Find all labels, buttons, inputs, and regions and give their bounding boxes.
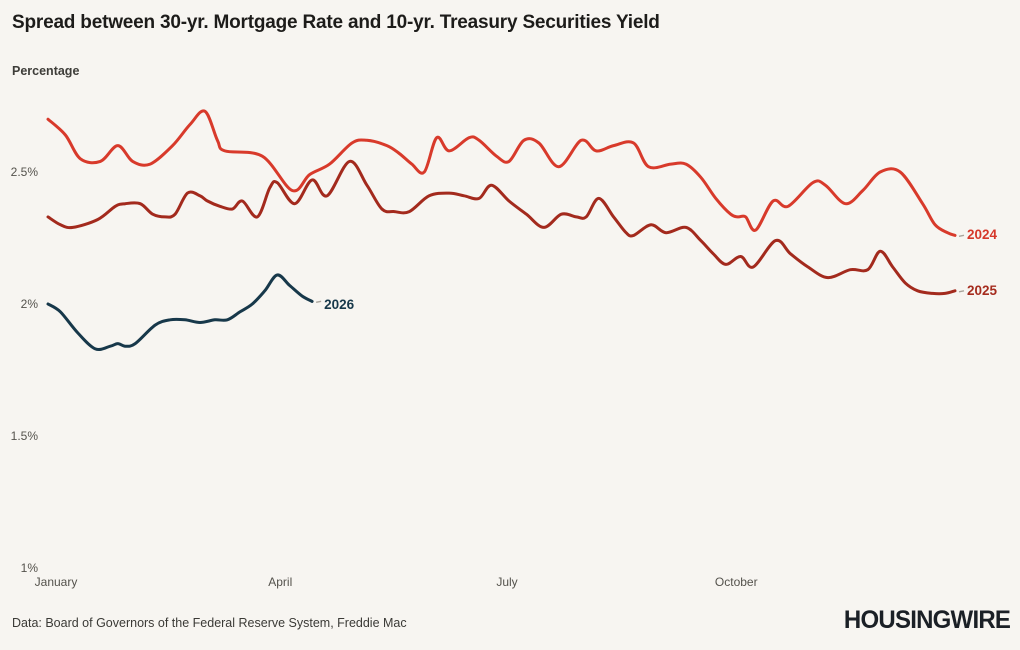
- y-tick-label-2.5pct: 2.5%: [10, 165, 38, 179]
- series-label-2025: 2025: [967, 282, 998, 298]
- x-tick-label-april: April: [268, 575, 293, 589]
- series-line-2026: [46, 273, 314, 352]
- x-tick-label-january: January: [34, 575, 78, 589]
- housingwire-logo: HOUSINGWIRE: [843, 606, 1011, 634]
- series-label-2024: 2024: [967, 227, 998, 243]
- series-line-2025: [46, 159, 957, 296]
- series-leader-tick-2025: [958, 290, 965, 293]
- y-tick-label-2pct: 2%: [20, 297, 38, 311]
- series-leader-tick-2024: [958, 234, 965, 238]
- series-leader-tick-2026: [315, 300, 322, 304]
- source-note: Data: Board of Governors of the Federal …: [12, 616, 407, 630]
- chart-title: Spread between 30-yr. Mortgage Rate and …: [12, 12, 660, 33]
- series-label-2026: 2026: [324, 297, 355, 313]
- y-tick-label-1pct: 1%: [20, 561, 38, 575]
- series-line-2024: [46, 109, 957, 237]
- y-tick-label-1.5pct: 1.5%: [10, 429, 38, 443]
- x-tick-label-july: July: [496, 575, 518, 589]
- x-tick-label-october: October: [714, 575, 758, 589]
- y-axis-unit-label: Percentage: [12, 64, 80, 78]
